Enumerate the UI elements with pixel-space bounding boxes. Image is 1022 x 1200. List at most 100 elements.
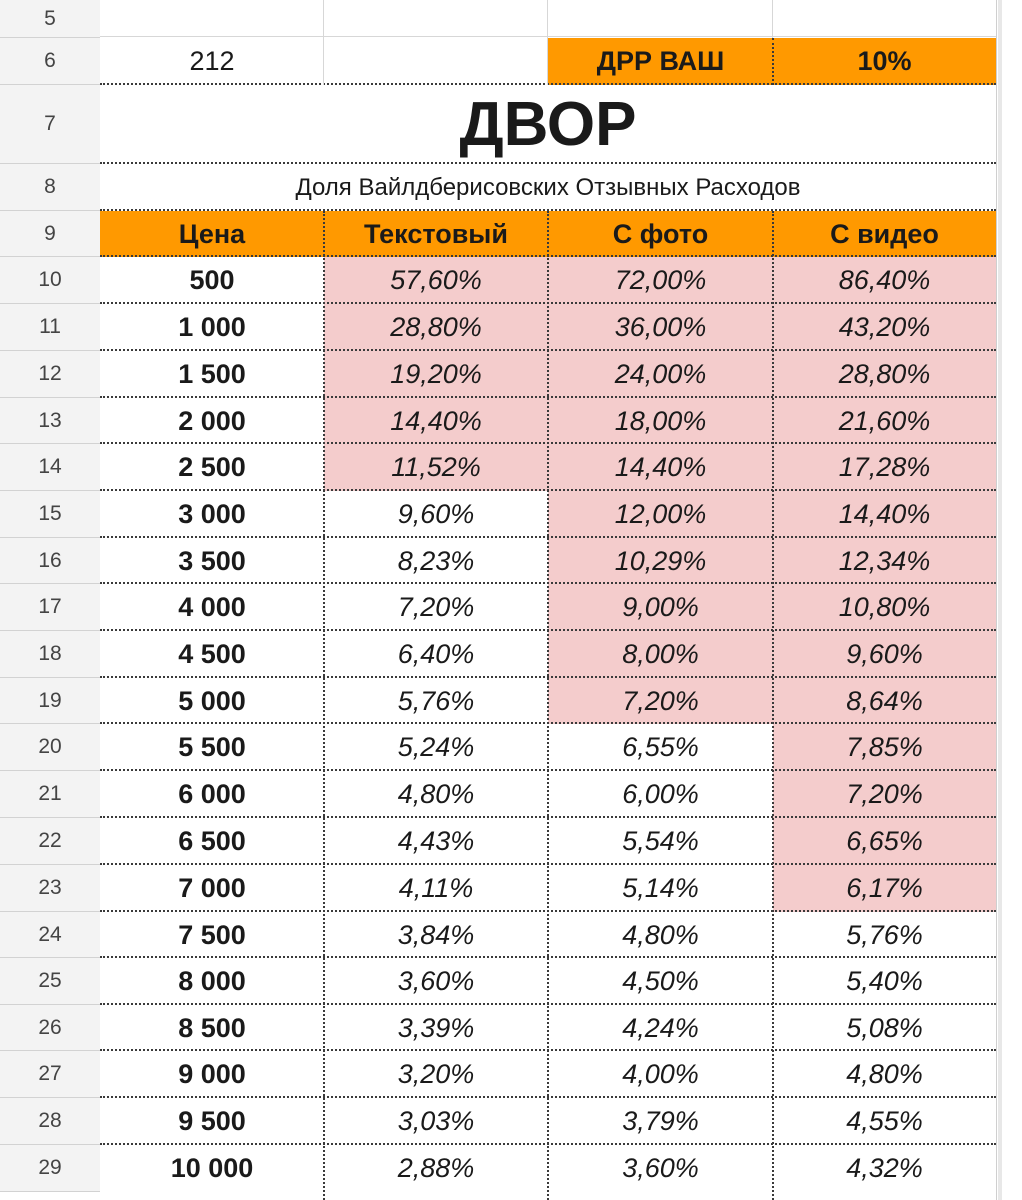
percent-cell-video[interactable]: 9,60% — [773, 631, 996, 678]
percent-cell-photo[interactable]: 3,60% — [622, 1153, 699, 1183]
row-header-21[interactable]: 21 — [0, 771, 100, 818]
percent-cell-video[interactable]: 5,76% — [846, 919, 923, 950]
row-header-17[interactable]: 17 — [0, 584, 100, 631]
percent-cell-text[interactable]: 2,88% — [397, 1153, 475, 1183]
percent-cell-video[interactable]: 5,40% — [846, 966, 923, 996]
percent-cell-video[interactable]: 17,28% — [773, 444, 996, 491]
percent-cell-video[interactable]: 4,32% — [846, 1153, 923, 1183]
percent-cell-video[interactable]: 4,80% — [846, 1059, 923, 1089]
percent-cell-photo[interactable]: 4,24% — [622, 1012, 699, 1043]
percent-cell-video[interactable]: 4,55% — [846, 1106, 923, 1136]
percent-cell-text[interactable]: 4,43% — [397, 826, 475, 856]
price-cell[interactable]: 6 000 — [178, 779, 246, 809]
percent-cell-video[interactable]: 28,80% — [773, 351, 996, 398]
percent-cell-text[interactable]: 3,20% — [397, 1059, 475, 1089]
percent-cell-photo[interactable]: 18,00% — [548, 398, 773, 444]
row-header-29[interactable]: 29 — [0, 1145, 100, 1192]
price-cell[interactable]: 8 000 — [178, 966, 246, 996]
sheet-subtitle[interactable]: Доля Вайлдберисовских Отзывных Расходов — [295, 173, 801, 201]
column-header-photo[interactable]: С фото — [612, 218, 709, 249]
drr-value-cell[interactable]: 10% — [857, 46, 912, 76]
percent-cell-photo[interactable]: 6,00% — [622, 779, 699, 809]
row-header-12[interactable]: 12 — [0, 351, 100, 398]
percent-cell-text[interactable]: 5,24% — [397, 732, 475, 762]
row-header-28[interactable]: 28 — [0, 1098, 100, 1145]
price-cell[interactable]: 3 500 — [178, 545, 246, 576]
percent-cell-photo[interactable]: 72,00% — [548, 257, 773, 304]
percent-cell-text[interactable]: 9,60% — [397, 499, 475, 529]
percent-cell-photo[interactable]: 4,80% — [622, 919, 699, 950]
price-cell[interactable]: 5 500 — [178, 732, 246, 762]
percent-cell-photo[interactable]: 24,00% — [548, 351, 773, 398]
percent-cell-video[interactable]: 14,40% — [773, 491, 996, 538]
percent-cell-photo[interactable]: 8,00% — [548, 631, 773, 678]
percent-cell-video[interactable]: 12,34% — [773, 538, 996, 584]
percent-cell-text[interactable]: 3,39% — [397, 1012, 475, 1043]
percent-cell-photo[interactable]: 36,00% — [548, 304, 773, 351]
percent-cell-text[interactable]: 3,84% — [397, 919, 475, 950]
column-header-price[interactable]: Цена — [178, 218, 246, 249]
percent-cell-text[interactable]: 6,40% — [397, 639, 475, 669]
row-header-26[interactable]: 26 — [0, 1005, 100, 1051]
price-cell[interactable]: 2 500 — [178, 452, 246, 482]
percent-cell-video[interactable]: 43,20% — [773, 304, 996, 351]
price-cell[interactable]: 8 500 — [178, 1012, 246, 1043]
row-header-23[interactable]: 23 — [0, 865, 100, 912]
row-header-13[interactable]: 13 — [0, 398, 100, 444]
percent-cell-video[interactable]: 8,64% — [773, 678, 996, 724]
percent-cell-text[interactable]: 7,20% — [397, 592, 475, 622]
price-cell[interactable]: 7 000 — [178, 873, 246, 903]
column-header-text[interactable]: Текстовый — [364, 218, 508, 249]
percent-cell-text[interactable]: 5,76% — [397, 685, 475, 716]
percent-cell-photo[interactable]: 9,00% — [548, 584, 773, 631]
percent-cell-text[interactable]: 3,60% — [397, 966, 475, 996]
cell-value-212[interactable]: 212 — [189, 46, 235, 76]
percent-cell-video[interactable]: 7,20% — [773, 771, 996, 818]
percent-cell-video[interactable]: 7,85% — [773, 724, 996, 771]
row-header-25[interactable]: 25 — [0, 958, 100, 1005]
row-header-6[interactable]: 6 — [0, 38, 100, 85]
price-cell[interactable]: 5 000 — [178, 685, 246, 716]
price-cell[interactable]: 500 — [189, 265, 235, 295]
row-header-22[interactable]: 22 — [0, 818, 100, 865]
percent-cell-text[interactable]: 4,80% — [397, 779, 475, 809]
percent-cell-video[interactable]: 6,65% — [773, 818, 996, 865]
percent-cell-photo[interactable]: 7,20% — [548, 678, 773, 724]
price-cell[interactable]: 7 500 — [178, 919, 246, 950]
percent-cell-video[interactable]: 6,17% — [773, 865, 996, 912]
row-header-11[interactable]: 11 — [0, 304, 100, 351]
price-cell[interactable]: 1 500 — [178, 359, 246, 389]
row-header-27[interactable]: 27 — [0, 1051, 100, 1098]
percent-cell-video[interactable]: 86,40% — [773, 257, 996, 304]
percent-cell-text[interactable]: 14,40% — [324, 398, 548, 444]
row-header-14[interactable]: 14 — [0, 444, 100, 491]
percent-cell-photo[interactable]: 4,00% — [622, 1059, 699, 1089]
percent-cell-video[interactable]: 10,80% — [773, 584, 996, 631]
percent-cell-photo[interactable]: 5,54% — [622, 826, 699, 856]
row-header-16[interactable]: 16 — [0, 538, 100, 584]
sheet-title[interactable]: ДВОР — [459, 90, 637, 159]
row-header-20[interactable]: 20 — [0, 724, 100, 771]
column-header-video[interactable]: С видео — [830, 218, 939, 249]
price-cell[interactable]: 1 000 — [178, 312, 246, 342]
price-cell[interactable]: 6 500 — [178, 826, 246, 856]
percent-cell-text[interactable]: 19,20% — [324, 351, 548, 398]
percent-cell-photo[interactable]: 5,14% — [622, 873, 699, 903]
percent-cell-photo[interactable]: 12,00% — [548, 491, 773, 538]
row-header-18[interactable]: 18 — [0, 631, 100, 678]
percent-cell-text[interactable]: 3,03% — [397, 1106, 475, 1136]
row-header-24[interactable]: 24 — [0, 912, 100, 958]
percent-cell-text[interactable]: 4,11% — [398, 873, 474, 903]
row-header-5[interactable]: 5 — [0, 0, 100, 38]
row-header-9[interactable]: 9 — [0, 211, 100, 257]
percent-cell-photo[interactable]: 14,40% — [548, 444, 773, 491]
vertical-scrollbar[interactable] — [998, 0, 1002, 1200]
price-cell[interactable]: 4 500 — [178, 639, 246, 669]
price-cell[interactable]: 9 000 — [178, 1059, 246, 1089]
percent-cell-photo[interactable]: 6,55% — [622, 732, 699, 762]
percent-cell-photo[interactable]: 10,29% — [548, 538, 773, 584]
percent-cell-text[interactable]: 8,23% — [397, 545, 475, 576]
price-cell[interactable]: 2 000 — [178, 405, 246, 436]
price-cell[interactable]: 9 500 — [178, 1106, 246, 1136]
price-cell[interactable]: 10 000 — [170, 1153, 254, 1183]
